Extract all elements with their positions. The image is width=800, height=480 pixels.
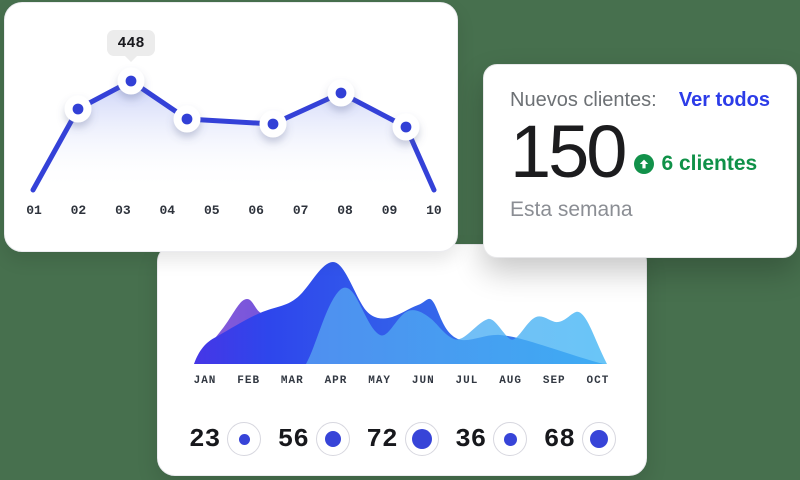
stat-value: 23: [189, 424, 221, 454]
stats-row: 23 56 72 36 68: [158, 419, 646, 459]
stat-value: 68: [543, 424, 575, 454]
ver-todos-link[interactable]: Ver todos: [678, 89, 770, 111]
stat-value: 56: [277, 424, 309, 454]
month-label: AUG: [499, 375, 522, 387]
clients-count: 150: [510, 110, 627, 193]
x-tick-label: 03: [115, 203, 131, 218]
line-chart: [30, 67, 437, 193]
month-axis: JAN FEB MAR APR MAY JUN JUL AUG SEP OCT: [188, 375, 615, 389]
card-title: Nuevos clientes:: [510, 89, 657, 111]
data-point-marker[interactable]: [392, 113, 420, 141]
stat-item: 56: [278, 422, 350, 456]
clients-delta: 6 clientes: [634, 152, 757, 176]
x-tick-label: 05: [203, 203, 220, 218]
month-label: JUN: [411, 375, 435, 387]
dot-icon: [324, 431, 341, 447]
x-tick-label: 09: [381, 203, 398, 218]
line-area-fill: [33, 81, 434, 190]
dot-icon: [503, 432, 517, 446]
x-tick-label: 10: [426, 203, 442, 218]
data-point-marker[interactable]: [259, 110, 287, 138]
month-label: JUL: [455, 375, 479, 387]
stat-indicator[interactable]: [493, 422, 528, 456]
month-label: FEB: [237, 375, 261, 387]
month-label: MAY: [368, 375, 392, 387]
stat-indicator[interactable]: [227, 422, 262, 456]
stat-item: 72: [366, 422, 439, 456]
data-point-marker[interactable]: [173, 105, 201, 133]
x-tick-label: 08: [337, 203, 353, 218]
stat-value: 36: [455, 424, 487, 454]
x-tick-label: 04: [159, 203, 176, 218]
data-point-marker[interactable]: [327, 79, 355, 107]
stat-item: 36: [455, 422, 528, 456]
area-chart: [194, 262, 607, 364]
dot-icon: [589, 430, 608, 448]
dot-icon: [238, 433, 250, 445]
dot-icon: [411, 429, 432, 449]
month-label: APR: [324, 375, 348, 387]
x-axis: 01 02 03 04 05 06 07 08 09 10: [16, 203, 452, 219]
period-label: Esta semana: [510, 198, 633, 222]
data-point-marker[interactable]: [117, 67, 145, 95]
stat-value: 72: [366, 424, 398, 454]
delta-label: 6 clientes: [661, 152, 758, 176]
month-label: OCT: [586, 375, 610, 387]
arrow-up-icon: [634, 154, 655, 175]
month-label: MAR: [280, 375, 304, 387]
x-tick-label: 02: [70, 203, 87, 218]
data-point-markers: [64, 67, 420, 141]
area-chart-card: JAN FEB MAR APR MAY JUN JUL AUG SEP OCT 23 56 72 36 6…: [157, 244, 647, 476]
stat-indicator[interactable]: [581, 422, 616, 456]
x-tick-label: 01: [26, 203, 42, 218]
area-layer-sky: [306, 287, 607, 364]
month-label: JAN: [193, 375, 217, 387]
x-tick-label: 07: [292, 203, 309, 218]
month-label: SEP: [542, 375, 566, 387]
value-tooltip: 448: [107, 30, 155, 62]
new-clients-card: Nuevos clientes: Ver todos 150 6 cliente…: [483, 64, 797, 258]
data-point-marker[interactable]: [64, 95, 92, 123]
stat-item: 23: [189, 422, 262, 456]
line-chart-card: 448 01 02 03 04 05 06 07 08 09 10: [4, 2, 458, 252]
stat-indicator[interactable]: [315, 422, 350, 456]
stat-item: 68: [544, 422, 616, 456]
x-tick-label: 06: [248, 203, 264, 218]
stat-indicator[interactable]: [404, 422, 439, 456]
